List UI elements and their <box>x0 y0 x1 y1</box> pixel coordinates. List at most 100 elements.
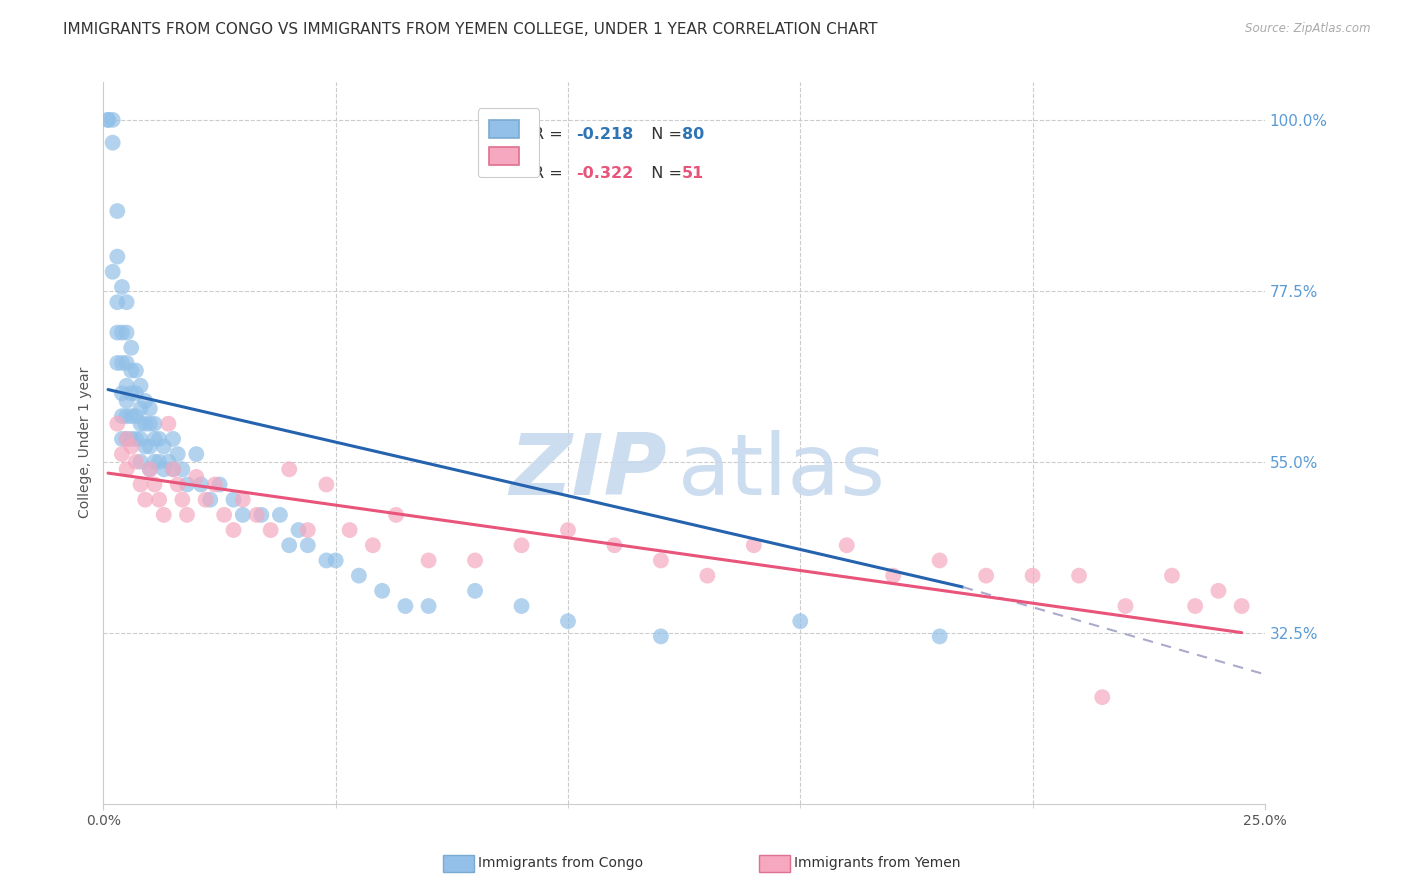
Text: 80: 80 <box>682 128 704 143</box>
Point <box>129 432 152 446</box>
Point <box>129 477 152 491</box>
Point <box>742 538 765 552</box>
Point <box>259 523 281 537</box>
Point <box>928 553 950 567</box>
Point <box>111 356 134 370</box>
Point <box>125 455 148 469</box>
Point <box>143 477 166 491</box>
Point <box>371 583 394 598</box>
Point <box>105 295 128 310</box>
Point <box>115 356 138 370</box>
Point <box>129 401 152 416</box>
Point <box>186 470 208 484</box>
Point <box>1091 690 1114 705</box>
Point <box>297 538 319 552</box>
Point <box>134 440 156 454</box>
Point <box>250 508 273 522</box>
Point <box>143 455 166 469</box>
Text: R =: R = <box>533 128 568 143</box>
Legend: , : , <box>478 108 540 178</box>
Point <box>105 326 128 340</box>
Text: N =: N = <box>641 128 688 143</box>
Text: ZIP: ZIP <box>509 430 666 513</box>
Text: 51: 51 <box>682 166 704 181</box>
Point <box>115 326 138 340</box>
Point <box>139 401 162 416</box>
Point <box>157 455 180 469</box>
Point <box>172 462 194 476</box>
Text: N =: N = <box>641 166 688 181</box>
Point <box>120 341 142 355</box>
Point <box>111 447 134 461</box>
Point <box>1161 568 1184 582</box>
Point <box>143 417 166 431</box>
Point <box>172 492 194 507</box>
Point <box>212 508 235 522</box>
Text: R =: R = <box>533 166 568 181</box>
Point <box>339 523 361 537</box>
Point <box>115 432 138 446</box>
Point <box>105 417 128 431</box>
Point <box>111 409 134 424</box>
Point <box>394 599 416 613</box>
Point <box>176 508 198 522</box>
Point <box>139 440 162 454</box>
Point <box>278 538 301 552</box>
Point <box>152 440 174 454</box>
Point <box>125 363 148 377</box>
Point <box>222 492 245 507</box>
Point <box>315 553 337 567</box>
Point <box>115 295 138 310</box>
Point <box>297 523 319 537</box>
Point <box>603 538 626 552</box>
Text: Immigrants from Congo: Immigrants from Congo <box>478 856 643 871</box>
Point <box>157 417 180 431</box>
Point <box>1067 568 1090 582</box>
Point <box>557 523 579 537</box>
Point <box>134 492 156 507</box>
Point <box>115 432 138 446</box>
Point <box>166 477 188 491</box>
Point <box>1208 583 1230 598</box>
Point <box>105 250 128 264</box>
Point <box>120 409 142 424</box>
Point <box>278 462 301 476</box>
Text: -0.322: -0.322 <box>576 166 633 181</box>
Point <box>650 629 672 643</box>
Text: Immigrants from Yemen: Immigrants from Yemen <box>794 856 960 871</box>
Point <box>115 409 138 424</box>
Point <box>97 112 120 127</box>
Point <box>111 280 134 294</box>
Point <box>125 432 148 446</box>
Point <box>246 508 269 522</box>
Point <box>176 477 198 491</box>
Point <box>162 462 184 476</box>
Point <box>139 462 162 476</box>
Point <box>129 455 152 469</box>
Point <box>101 112 124 127</box>
Point <box>134 417 156 431</box>
Point <box>650 553 672 567</box>
Point <box>194 492 217 507</box>
Point <box>105 356 128 370</box>
Point <box>105 204 128 219</box>
Point <box>120 386 142 401</box>
Point <box>166 447 188 461</box>
Point <box>115 378 138 392</box>
Point <box>974 568 997 582</box>
Point <box>835 538 858 552</box>
Text: -0.218: -0.218 <box>576 128 633 143</box>
Point <box>325 553 347 567</box>
Point <box>385 508 408 522</box>
Point <box>510 538 533 552</box>
Point <box>315 477 337 491</box>
Point <box>418 553 440 567</box>
Point <box>510 599 533 613</box>
Point <box>111 386 134 401</box>
Point <box>129 378 152 392</box>
Point <box>134 393 156 408</box>
Point <box>139 462 162 476</box>
Point <box>125 409 148 424</box>
Point <box>232 492 254 507</box>
Point <box>162 462 184 476</box>
